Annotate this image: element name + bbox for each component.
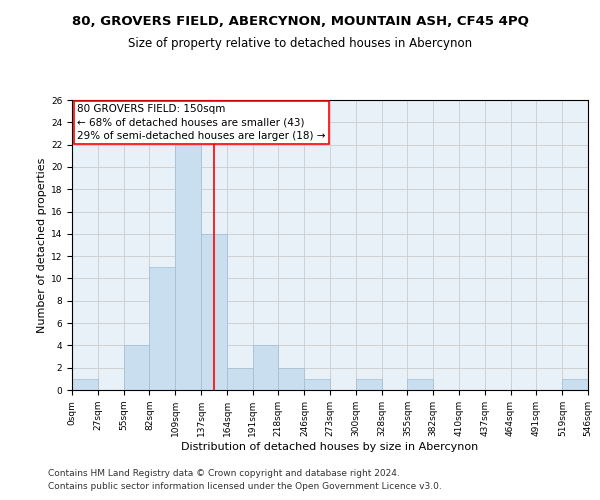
X-axis label: Distribution of detached houses by size in Abercynon: Distribution of detached houses by size … <box>181 442 479 452</box>
Bar <box>72 379 98 390</box>
Bar <box>562 379 588 390</box>
Text: Contains HM Land Registry data © Crown copyright and database right 2024.: Contains HM Land Registry data © Crown c… <box>48 468 400 477</box>
Text: Size of property relative to detached houses in Abercynon: Size of property relative to detached ho… <box>128 38 472 51</box>
Text: 80, GROVERS FIELD, ABERCYNON, MOUNTAIN ASH, CF45 4PQ: 80, GROVERS FIELD, ABERCYNON, MOUNTAIN A… <box>71 15 529 28</box>
Bar <box>278 368 304 390</box>
Text: Contains public sector information licensed under the Open Government Licence v3: Contains public sector information licen… <box>48 482 442 491</box>
Bar <box>304 379 330 390</box>
Bar <box>175 144 202 390</box>
Bar <box>227 368 253 390</box>
Bar <box>407 379 433 390</box>
Y-axis label: Number of detached properties: Number of detached properties <box>37 158 47 332</box>
Bar <box>356 379 382 390</box>
Bar <box>253 346 278 390</box>
Bar <box>124 346 149 390</box>
Text: 80 GROVERS FIELD: 150sqm
← 68% of detached houses are smaller (43)
29% of semi-d: 80 GROVERS FIELD: 150sqm ← 68% of detach… <box>77 104 326 141</box>
Bar <box>149 268 175 390</box>
Bar <box>202 234 227 390</box>
